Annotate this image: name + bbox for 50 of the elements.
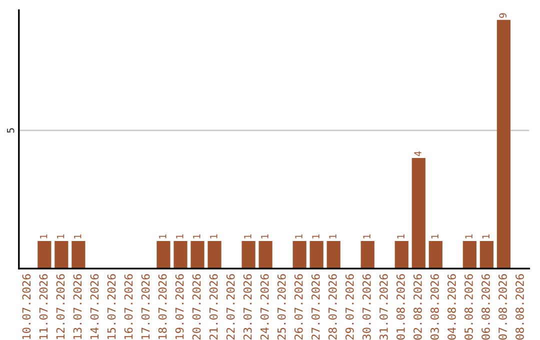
x-tick-label: 27.07.2026 [311, 274, 320, 340]
x-tick-label: 03.08.2026 [430, 274, 439, 340]
x-tick-label: 15.07.2026 [107, 274, 116, 340]
x-tick-label: 02.08.2026 [413, 274, 422, 340]
data-label: 1 [397, 234, 404, 238]
data-label: 1 [159, 234, 166, 238]
x-tick-label: 18.07.2026 [158, 274, 167, 340]
x-tick-label: 19.07.2026 [175, 274, 184, 340]
x-tick-label: 01.08.2026 [396, 274, 405, 340]
x-tick-label: 16.07.2026 [124, 274, 133, 340]
x-tick-label: 29.07.2026 [345, 274, 354, 340]
data-label: 1 [431, 234, 438, 238]
x-tick-label: 11.07.2026 [39, 274, 48, 340]
data-label: 1 [193, 234, 200, 238]
x-tick-label: 24.07.2026 [260, 274, 269, 340]
x-tick-label: 28.07.2026 [328, 274, 337, 340]
x-tick-label: 23.07.2026 [243, 274, 252, 340]
data-label: 1 [465, 234, 472, 238]
data-label: 1 [244, 234, 252, 238]
x-tick-label: 30.07.2026 [362, 274, 371, 340]
x-tick-label: 10.07.2026 [22, 274, 31, 340]
data-label: 1 [40, 234, 48, 238]
data-label: 1 [210, 234, 218, 238]
data-label: 1 [363, 234, 370, 238]
x-tick-label: 26.07.2026 [294, 274, 303, 340]
x-tick-label: 08.08.2026 [516, 274, 524, 340]
data-label: 1 [261, 234, 268, 238]
data-label: 1 [482, 234, 490, 238]
data-label: 1 [74, 234, 82, 238]
data-label: 9 [499, 13, 507, 18]
x-tick-label: 22.07.2026 [226, 274, 235, 340]
x-tick-label: 05.08.2026 [464, 274, 473, 340]
x-tick-label: 14.07.2026 [90, 274, 99, 340]
x-tick-label: 07.08.2026 [498, 274, 507, 340]
data-label: 1 [176, 234, 184, 238]
x-tick-label: 31.07.2026 [379, 274, 388, 340]
x-tick-label: 06.08.2026 [482, 274, 490, 340]
y-tick-label: 5 [7, 128, 14, 133]
data-label: 1 [312, 234, 320, 238]
data-label: 4 [414, 151, 422, 156]
x-tick-label: 17.07.2026 [141, 274, 150, 340]
x-tick-label: 12.07.2026 [56, 274, 65, 340]
x-tick-label: 04.08.2026 [448, 274, 456, 340]
data-label: 1 [329, 234, 336, 238]
x-tick-label: 13.07.2026 [73, 274, 82, 340]
x-tick-label: 25.07.2026 [277, 274, 286, 340]
x-tick-label: 20.07.2026 [192, 274, 201, 340]
x-tick-label: 21.07.2026 [209, 274, 218, 340]
data-label: 1 [57, 234, 64, 238]
data-label: 1 [295, 234, 302, 238]
